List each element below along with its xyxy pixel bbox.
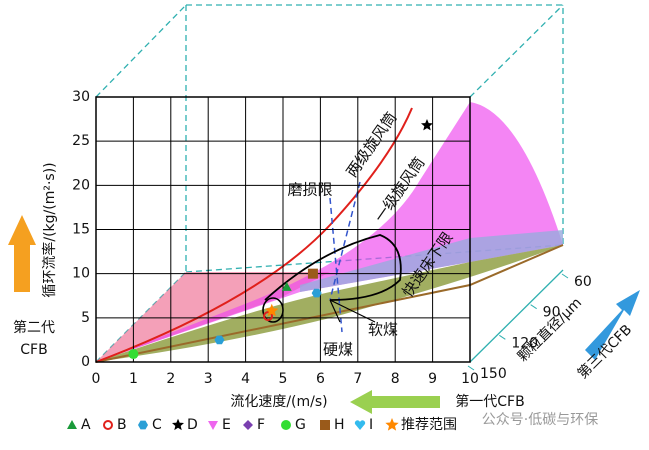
legend-label: C: [152, 417, 162, 433]
legend-label: H: [334, 417, 345, 433]
x-tick-label: 7: [353, 371, 362, 387]
legend-item: D: [172, 417, 198, 433]
legend-label: D: [187, 417, 198, 433]
arrow-label: CFB: [20, 342, 47, 358]
watermark: 公众号·低碳与环保: [482, 412, 598, 428]
z-tick: [561, 273, 569, 279]
legend-item: G: [281, 417, 306, 433]
marker: [172, 418, 184, 431]
x-tick-label: 6: [316, 371, 325, 387]
y-tick-label: 5: [81, 310, 90, 326]
legend-item: I: [354, 417, 373, 433]
legend-label: B: [117, 417, 127, 433]
x-tick-label: 3: [204, 371, 213, 387]
arrow-label: 第二代: [13, 319, 55, 336]
z-tick-label: 150: [480, 366, 507, 382]
legend-item: B: [103, 417, 127, 433]
legend-label: E: [222, 417, 231, 433]
plot-frame: [95, 96, 471, 363]
y-tick-label: 0: [81, 354, 90, 370]
legend-item: A: [67, 417, 91, 433]
curve: [329, 197, 343, 333]
z-tick: [467, 365, 475, 371]
annotation: 软煤: [368, 321, 398, 339]
x-tick-label: 5: [279, 371, 288, 387]
marker: [265, 303, 279, 317]
surface-edge: [95, 244, 564, 363]
x-tick-label: 0: [92, 371, 101, 387]
y-tick-label: 20: [72, 177, 90, 193]
marker: [214, 335, 225, 345]
curve: [95, 107, 413, 363]
legend-label: F: [257, 417, 265, 433]
surface: [96, 102, 563, 362]
marker: [243, 420, 253, 430]
marker: [263, 311, 274, 322]
marker: [354, 420, 366, 430]
arrow: [8, 215, 36, 292]
marker: [281, 281, 292, 291]
x-tick-label: 2: [166, 371, 175, 387]
x-tick-label: 10: [461, 371, 479, 387]
legend-item: C: [138, 417, 162, 433]
marker: [420, 118, 433, 131]
annotation: 硬煤: [323, 341, 353, 359]
legend-label: I: [369, 417, 373, 433]
marker: [311, 288, 322, 298]
depth-axis: [469, 269, 564, 363]
surface: [96, 245, 563, 362]
curve: [329, 181, 361, 301]
x-axis-label: 流化速度/(m/s): [230, 394, 327, 410]
legend-label: A: [81, 417, 91, 433]
x-tick-label: 9: [428, 371, 437, 387]
curve: [264, 234, 402, 301]
y-tick-label: 15: [72, 222, 90, 238]
legend-item: E: [208, 417, 231, 433]
arrow-label: 第一代CFB: [455, 393, 524, 410]
y-tick-label: 25: [72, 133, 90, 149]
marker: [208, 421, 218, 430]
marker: [67, 420, 77, 429]
arrow: [350, 390, 440, 414]
x-tick-label: 1: [129, 371, 138, 387]
y-tick-label: 10: [72, 266, 90, 282]
z-tick-label: 90: [543, 305, 561, 321]
z-tick: [530, 304, 537, 310]
y-tick-label: 30: [72, 89, 90, 105]
legend-item: 推荐范围: [385, 416, 457, 433]
legend-label: G: [295, 417, 306, 433]
x-tick-label: 8: [391, 371, 400, 387]
arrow: [585, 290, 640, 360]
marker: [307, 268, 318, 279]
z-tick-label: 120: [511, 335, 538, 351]
x-tick-label: 4: [241, 371, 250, 387]
legend-label: 推荐范围: [401, 416, 457, 433]
surface: [300, 230, 563, 292]
marker: [281, 420, 291, 430]
marker: [128, 349, 139, 360]
z-tick-label: 60: [574, 274, 592, 290]
legend-item: F: [243, 417, 265, 433]
legend-item: H: [320, 417, 345, 433]
y-axis-label: 循环流率/(kg/(m²·s)): [41, 162, 58, 297]
marker: [103, 420, 113, 430]
marker: [385, 418, 399, 431]
marker: [138, 420, 148, 430]
marker: [320, 420, 330, 430]
z-tick: [499, 334, 506, 340]
annotation: 磨损限: [287, 181, 332, 199]
